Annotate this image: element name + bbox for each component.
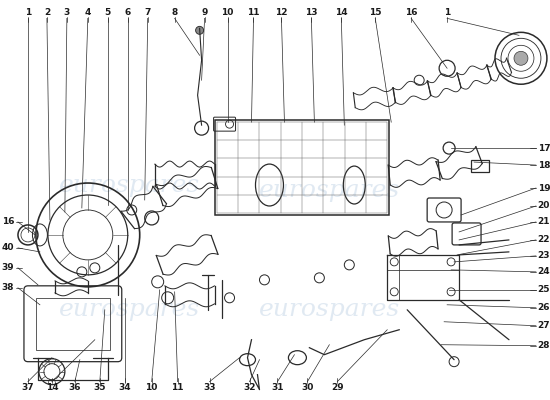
Text: 32: 32 — [243, 383, 256, 392]
Text: 16: 16 — [405, 8, 417, 17]
Text: 5: 5 — [104, 8, 111, 17]
Text: 27: 27 — [537, 321, 550, 330]
Text: 3: 3 — [64, 8, 70, 17]
Text: eurospares: eurospares — [59, 298, 200, 321]
Text: 17: 17 — [537, 144, 550, 153]
Text: 10: 10 — [221, 8, 234, 17]
Text: 13: 13 — [305, 8, 318, 17]
Text: 22: 22 — [538, 236, 550, 244]
Text: 35: 35 — [94, 383, 106, 392]
Text: 24: 24 — [537, 267, 550, 276]
Text: 28: 28 — [538, 341, 550, 350]
Text: 2: 2 — [44, 8, 50, 17]
Text: 7: 7 — [145, 8, 151, 17]
Text: 16: 16 — [2, 218, 14, 226]
Text: 1: 1 — [444, 8, 450, 17]
Text: 33: 33 — [204, 383, 216, 392]
Text: 26: 26 — [538, 303, 550, 312]
Text: 11: 11 — [248, 8, 260, 17]
Text: 14: 14 — [46, 383, 58, 392]
Text: 9: 9 — [201, 8, 208, 17]
Text: 36: 36 — [69, 383, 81, 392]
Text: eurospares: eurospares — [59, 174, 200, 196]
Text: 34: 34 — [118, 383, 131, 392]
Text: 21: 21 — [538, 218, 550, 226]
Text: 29: 29 — [331, 383, 344, 392]
Text: 14: 14 — [335, 8, 348, 17]
Text: eurospares: eurospares — [258, 298, 400, 321]
Text: 12: 12 — [275, 8, 288, 17]
Text: 11: 11 — [172, 383, 184, 392]
Text: 19: 19 — [537, 184, 550, 192]
Text: 31: 31 — [271, 383, 284, 392]
Text: 8: 8 — [172, 8, 178, 17]
Text: 20: 20 — [538, 202, 550, 210]
Text: eurospares: eurospares — [258, 178, 400, 202]
Text: 38: 38 — [2, 283, 14, 292]
Circle shape — [196, 26, 204, 34]
Text: 40: 40 — [2, 244, 14, 252]
Text: 23: 23 — [538, 251, 550, 260]
Text: 18: 18 — [538, 160, 550, 170]
Bar — [36, 298, 110, 350]
Text: 25: 25 — [538, 285, 550, 294]
Text: 37: 37 — [21, 383, 34, 392]
Text: 1: 1 — [25, 8, 31, 17]
Circle shape — [514, 51, 528, 65]
Text: 4: 4 — [85, 8, 91, 17]
Text: 39: 39 — [2, 263, 14, 272]
Text: 15: 15 — [369, 8, 382, 17]
Bar — [471, 160, 489, 172]
Text: 6: 6 — [125, 8, 131, 17]
Text: 10: 10 — [146, 383, 158, 392]
Text: 30: 30 — [301, 383, 314, 392]
